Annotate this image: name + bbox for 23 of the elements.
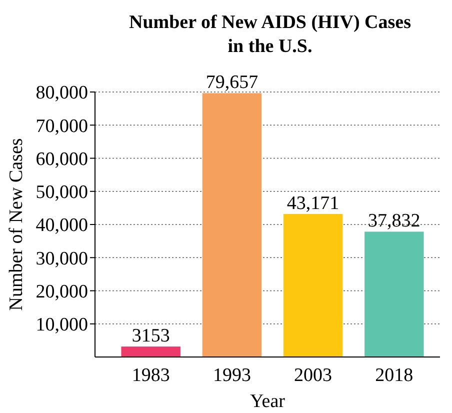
bar xyxy=(121,346,180,357)
y-tick-label: 10,000 xyxy=(36,314,88,336)
y-tick-label: 60,000 xyxy=(36,148,88,170)
data-label: 79,657 xyxy=(206,72,258,94)
data-label: 37,832 xyxy=(368,210,420,232)
y-tick-label: 80,000 xyxy=(36,82,88,104)
x-tick-label: 1983 xyxy=(132,365,170,386)
bar xyxy=(283,214,343,357)
x-tick-label: 2018 xyxy=(375,365,414,386)
y-tick-label: 30,000 xyxy=(36,248,88,270)
x-axis-title: Year xyxy=(250,391,286,412)
y-axis-title: Number of New Cases xyxy=(6,138,27,311)
y-tick-label: 40,000 xyxy=(36,215,88,236)
bar xyxy=(364,232,424,357)
y-tick-label: 20,000 xyxy=(36,281,88,302)
y-tick-label: 70,000 xyxy=(36,116,88,137)
data-label: 43,171 xyxy=(286,192,340,214)
x-tick-label: 2003 xyxy=(294,365,332,386)
chart-title: Number of New AIDS (HIV) Cases in the U.S. xyxy=(128,12,412,57)
y-tick-label: 50,000 xyxy=(36,182,88,204)
x-tick-label: 1993 xyxy=(212,365,251,386)
data-label: 3153 xyxy=(132,326,170,347)
bar xyxy=(202,93,262,357)
